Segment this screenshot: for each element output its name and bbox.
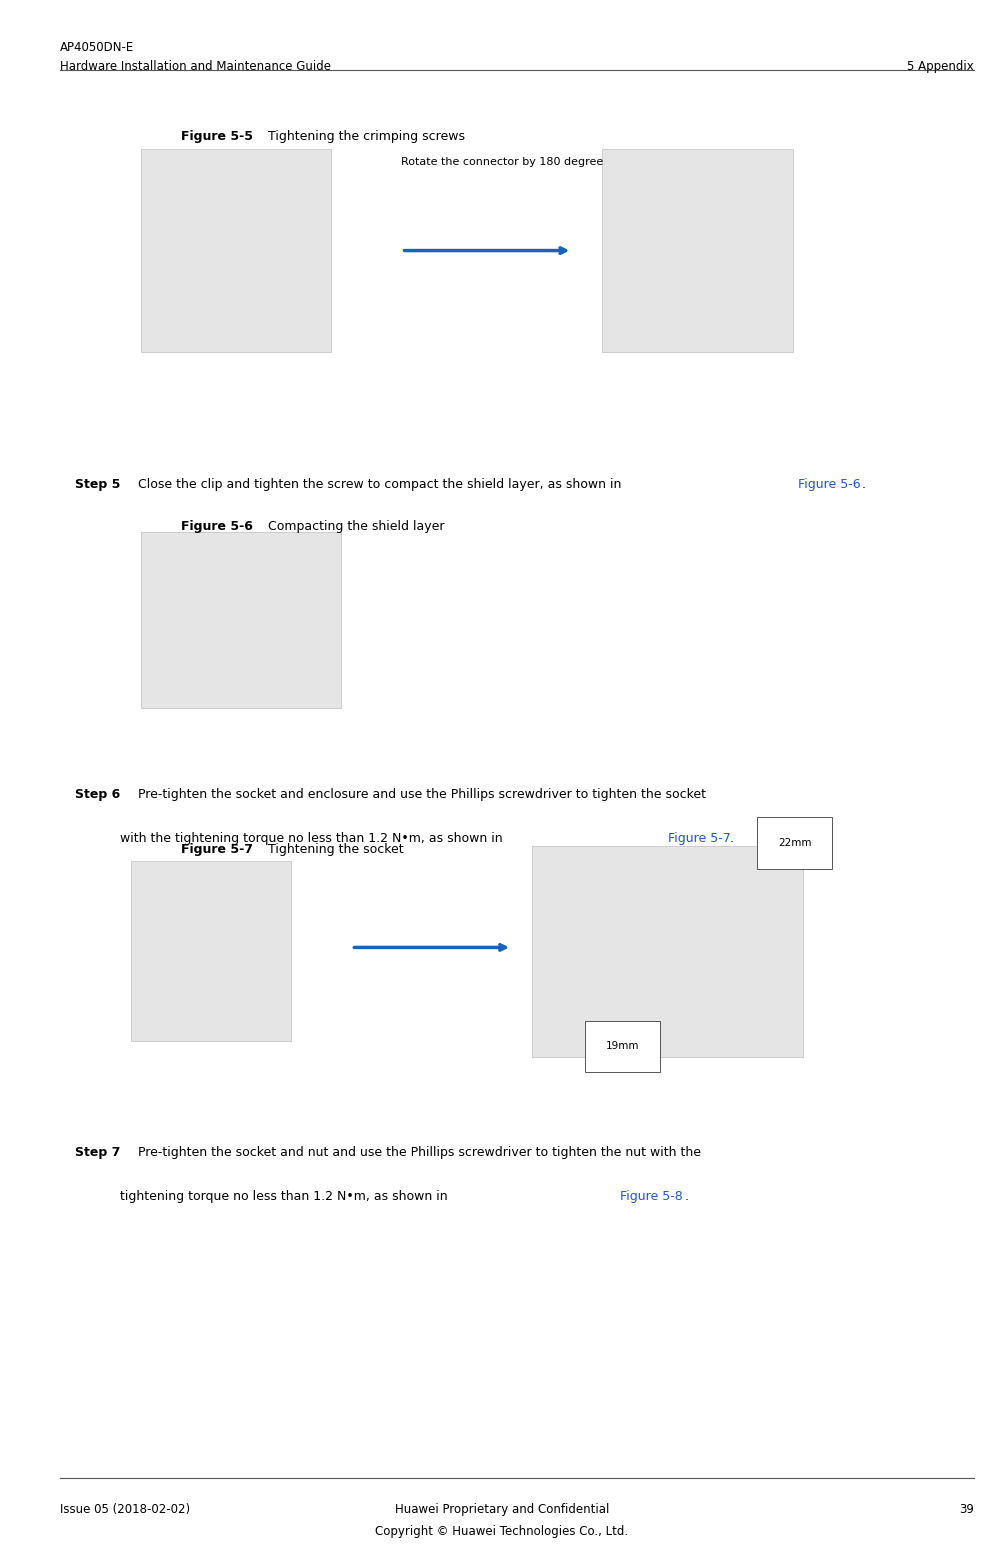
Text: Figure 5-5: Figure 5-5 [181, 130, 253, 143]
Text: Copyright © Huawei Technologies Co., Ltd.: Copyright © Huawei Technologies Co., Ltd… [375, 1525, 628, 1538]
Text: Figure 5-7: Figure 5-7 [181, 843, 253, 855]
Text: 19mm: 19mm [605, 1041, 639, 1051]
FancyBboxPatch shape [140, 532, 341, 708]
Text: Pre-tighten the socket and nut and use the Phillips screwdriver to tighten the n: Pre-tighten the socket and nut and use t… [129, 1146, 700, 1159]
Text: .: . [861, 478, 865, 490]
Text: 22mm: 22mm [777, 838, 810, 847]
FancyBboxPatch shape [130, 861, 291, 1041]
Text: AP4050DN-E: AP4050DN-E [60, 41, 134, 53]
Text: Compacting the shield layer: Compacting the shield layer [264, 520, 444, 532]
Text: .: . [684, 1190, 688, 1203]
Text: tightening torque no less than 1.2 N•m, as shown in: tightening torque no less than 1.2 N•m, … [120, 1190, 451, 1203]
Text: Rotate the connector by 180 degree: Rotate the connector by 180 degree [400, 157, 603, 166]
Text: Figure 5-6: Figure 5-6 [797, 478, 860, 490]
Text: Hardware Installation and Maintenance Guide: Hardware Installation and Maintenance Gu… [60, 60, 331, 72]
Text: Step 7: Step 7 [75, 1146, 120, 1159]
Text: 39: 39 [958, 1503, 973, 1516]
Text: Issue 05 (2018-02-02): Issue 05 (2018-02-02) [60, 1503, 191, 1516]
Text: Close the clip and tighten the screw to compact the shield layer, as shown in: Close the clip and tighten the screw to … [129, 478, 624, 490]
Text: Figure 5-8: Figure 5-8 [620, 1190, 683, 1203]
FancyBboxPatch shape [532, 846, 802, 1057]
Text: Figure 5-6: Figure 5-6 [181, 520, 253, 532]
Text: 5 Appendix: 5 Appendix [907, 60, 973, 72]
Text: with the tightening torque no less than 1.2 N•m, as shown in: with the tightening torque no less than … [120, 832, 507, 844]
FancyBboxPatch shape [140, 149, 331, 352]
Text: Step 5: Step 5 [75, 478, 120, 490]
Text: Tightening the crimping screws: Tightening the crimping screws [264, 130, 464, 143]
FancyBboxPatch shape [602, 149, 792, 352]
Text: Step 6: Step 6 [75, 788, 120, 800]
Text: Figure 5-7: Figure 5-7 [667, 832, 730, 844]
Text: Huawei Proprietary and Confidential: Huawei Proprietary and Confidential [394, 1503, 609, 1516]
Text: Pre-tighten the socket and enclosure and use the Phillips screwdriver to tighten: Pre-tighten the socket and enclosure and… [129, 788, 705, 800]
Text: Tightening the socket: Tightening the socket [264, 843, 403, 855]
Text: .: . [729, 832, 733, 844]
